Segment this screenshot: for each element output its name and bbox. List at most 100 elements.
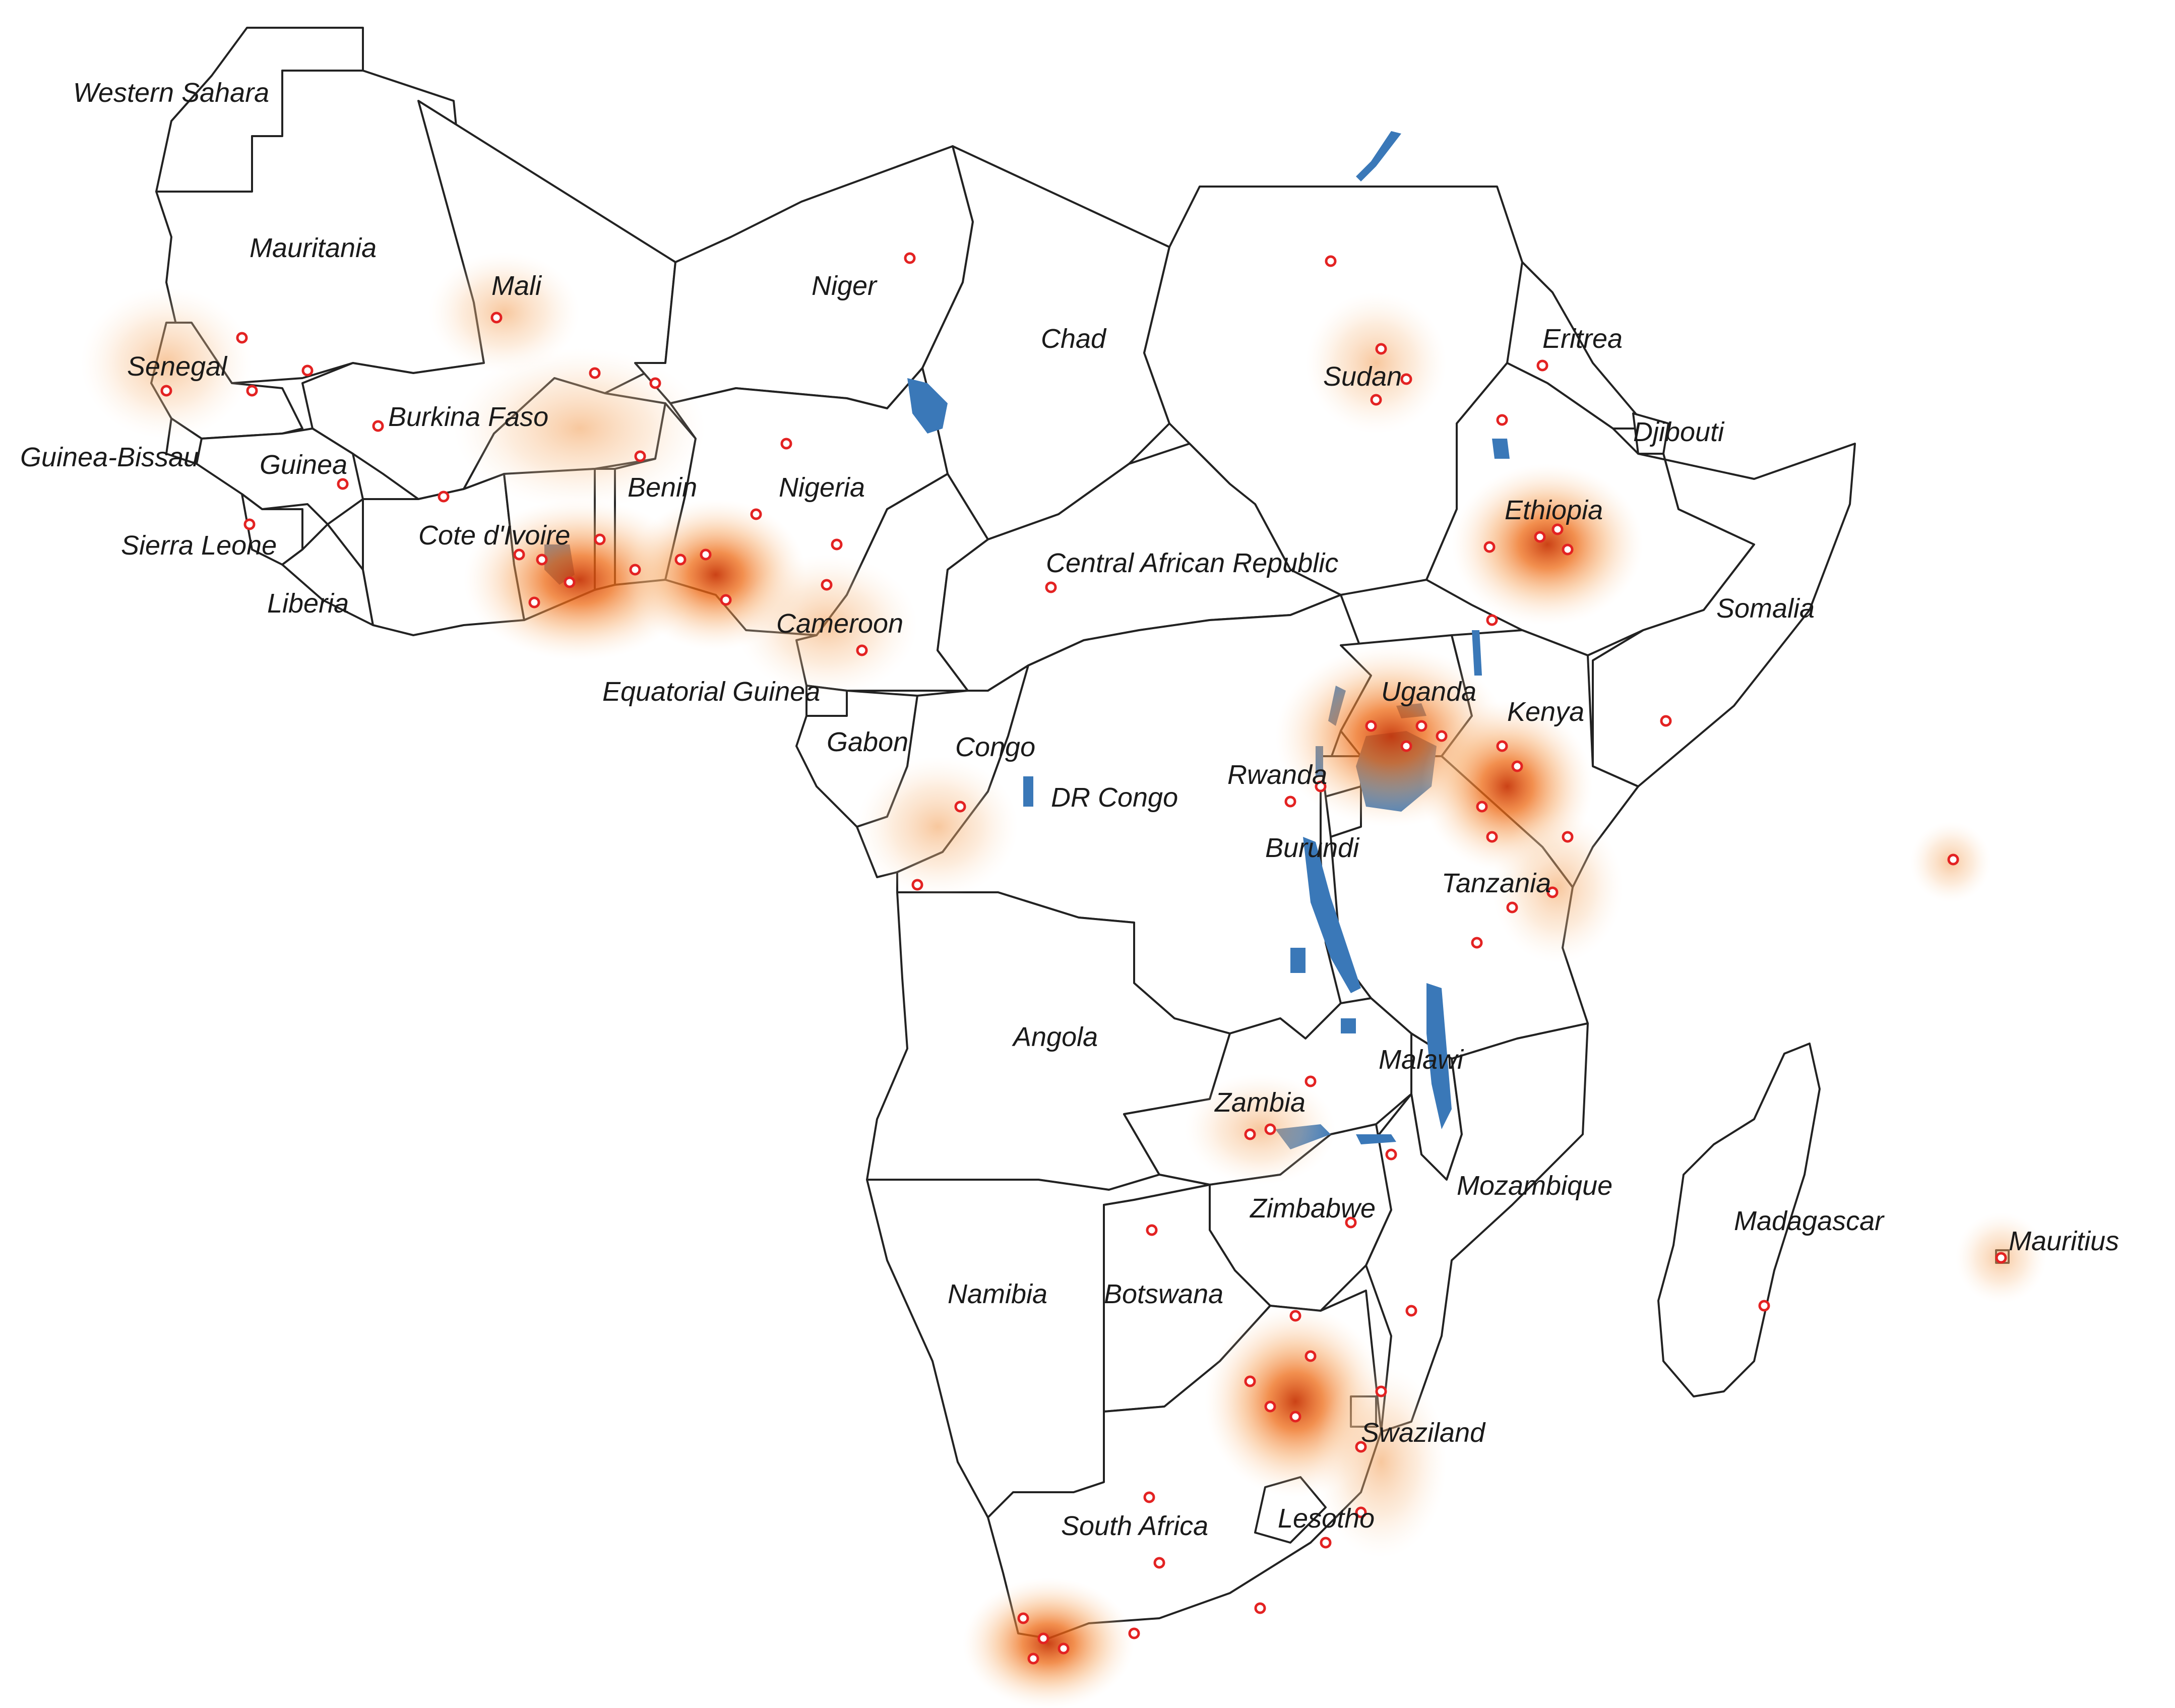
site-marker: [1536, 359, 1548, 372]
site-marker: [1496, 740, 1508, 752]
site-marker: [1128, 1627, 1140, 1639]
site-marker: [1045, 581, 1057, 593]
site-marker: [831, 538, 843, 551]
site-marker: [629, 564, 641, 576]
label-liberia: Liberia: [267, 588, 349, 619]
density-heatmap: [81, 252, 2046, 1708]
site-marker: [1400, 373, 1412, 385]
site-marker: [649, 377, 661, 389]
site-marker: [1289, 1411, 1301, 1423]
label-burkina-faso: Burkina Faso: [388, 402, 548, 432]
site-marker: [1758, 1300, 1770, 1312]
site-marker: [780, 438, 792, 450]
lake-mweru: [1290, 948, 1306, 973]
label-sierra-leone: Sierra Leone: [121, 530, 277, 561]
site-marker: [594, 533, 606, 545]
site-marker: [1017, 1612, 1029, 1624]
label-mozambique: Mozambique: [1457, 1171, 1612, 1201]
heat-sudan: [1306, 292, 1447, 434]
site-marker: [1355, 1506, 1367, 1518]
site-marker: [634, 450, 646, 462]
site-marker: [1027, 1653, 1039, 1665]
heat-senegal: [81, 287, 252, 439]
heat-mali: [428, 252, 580, 373]
country-borders: [150, 27, 2010, 1639]
label-gabon: Gabon: [827, 727, 908, 757]
site-marker: [243, 518, 256, 530]
site-marker: [1476, 801, 1488, 813]
site-marker: [1315, 780, 1327, 792]
site-marker: [236, 332, 248, 344]
site-marker: [490, 312, 503, 324]
site-marker: [1143, 1491, 1155, 1503]
country-labels: Western Sahara Mauritania Mali Niger Cha…: [20, 78, 2119, 1541]
lake-turkana: [1472, 630, 1482, 676]
label-angola: Angola: [1012, 1022, 1098, 1052]
heat-cameroon: [736, 555, 917, 696]
site-marker: [1146, 1224, 1158, 1236]
lake-bangweulu: [1341, 1018, 1356, 1033]
site-marker: [1375, 1385, 1387, 1397]
label-mali: Mali: [491, 271, 542, 301]
site-marker: [1370, 394, 1382, 406]
site-marker: [1562, 543, 1574, 556]
site-marker: [337, 478, 349, 490]
heat-zambia: [1185, 1074, 1336, 1185]
label-ethiopia: Ethiopia: [1505, 495, 1603, 525]
label-malawi: Malawi: [1379, 1045, 1464, 1075]
site-marker: [1345, 1216, 1357, 1229]
site-marker: [1400, 740, 1412, 752]
site-marker: [821, 579, 833, 591]
label-cote-divoire: Cote d'Ivoire: [418, 520, 570, 551]
heat-tanzania-coast: [1492, 812, 1623, 963]
lake-chad: [907, 378, 948, 434]
site-marker: [750, 508, 762, 520]
site-marker: [1244, 1375, 1256, 1387]
site-marker: [246, 385, 258, 397]
site-marker: [1153, 1557, 1165, 1569]
site-marker: [1284, 796, 1296, 808]
lake-tana: [1492, 439, 1510, 459]
label-mauritania: Mauritania: [250, 233, 377, 263]
label-uganda: Uganda: [1381, 677, 1476, 707]
site-marker: [536, 554, 548, 566]
label-central-african-republic: Central African Republic: [1046, 548, 1338, 578]
label-congo: Congo: [955, 732, 1035, 762]
river-nile-north: [1356, 131, 1401, 181]
label-swaziland: Swaziland: [1361, 1418, 1486, 1448]
heat-kwazulu: [1316, 1366, 1447, 1558]
site-marker: [301, 364, 314, 377]
site-marker: [1486, 831, 1498, 843]
lake-malawi: [1426, 983, 1452, 1129]
site-marker: [564, 576, 576, 588]
label-lesotho: Lesotho: [1278, 1503, 1375, 1534]
site-marker: [438, 491, 450, 503]
label-dr-congo: DR Congo: [1051, 782, 1178, 813]
label-western-sahara: Western Sahara: [73, 78, 269, 108]
label-rwanda: Rwanda: [1227, 760, 1327, 790]
site-marker: [720, 594, 732, 606]
label-cameroon: Cameroon: [776, 608, 903, 639]
site-marker: [1365, 720, 1377, 732]
site-markers: [160, 252, 2007, 1665]
lake-mai-ndombe: [1023, 776, 1033, 807]
site-marker: [1254, 1602, 1266, 1614]
lake-tanganyika: [1303, 837, 1361, 993]
label-madagascar: Madagascar: [1734, 1206, 1885, 1236]
site-marker: [1320, 1537, 1332, 1549]
site-marker: [1304, 1075, 1317, 1087]
label-guinea-bissau: Guinea-Bissau: [20, 442, 199, 472]
site-marker: [1264, 1123, 1276, 1135]
label-tanzania: Tanzania: [1442, 868, 1551, 898]
label-somalia: Somalia: [1716, 593, 1815, 624]
site-marker: [856, 644, 868, 656]
lake-cahora-bassa: [1356, 1134, 1396, 1144]
label-equatorial-guinea: Equatorial Guinea: [602, 677, 820, 707]
country-madagascar: [1657, 1043, 1821, 1397]
label-guinea: Guinea: [260, 450, 347, 480]
site-marker: [1551, 523, 1564, 535]
site-marker: [528, 596, 540, 608]
site-marker: [1486, 614, 1498, 626]
site-marker: [700, 548, 712, 561]
